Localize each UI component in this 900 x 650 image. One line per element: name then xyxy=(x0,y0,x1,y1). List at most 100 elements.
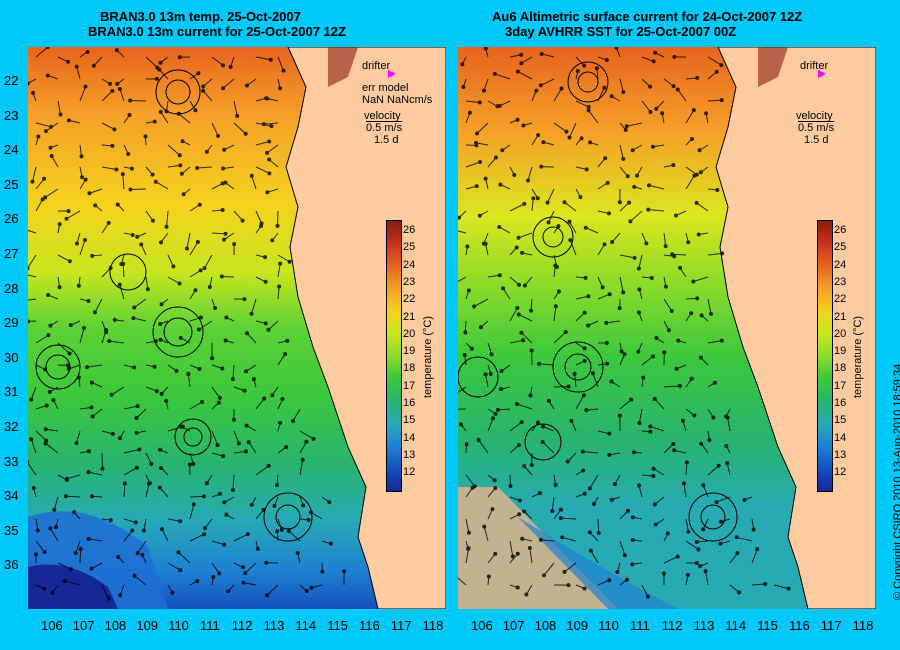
current-arrowhead xyxy=(714,500,719,505)
current-arrowhead xyxy=(220,208,225,213)
current-arrowhead xyxy=(181,192,186,197)
left-title-line1: BRAN3.0 13m temp. 25-Oct-2007 xyxy=(100,9,301,24)
current-arrow xyxy=(751,583,766,586)
current-arrow xyxy=(255,465,269,476)
current-arrowhead xyxy=(612,482,617,487)
current-arrow xyxy=(136,408,147,419)
longitude-label: 118 xyxy=(852,618,874,633)
current-arrow xyxy=(619,78,624,93)
current-arrow xyxy=(35,178,45,190)
current-arrowhead xyxy=(87,191,92,196)
current-arrowhead xyxy=(486,574,491,579)
current-arrowhead xyxy=(646,183,651,188)
current-vectors xyxy=(458,47,791,599)
current-arrowhead xyxy=(222,500,227,505)
current-arrowhead xyxy=(193,108,198,113)
current-arrowhead xyxy=(223,338,228,343)
current-arrowhead xyxy=(493,411,498,416)
current-arrowhead xyxy=(604,320,609,325)
drifter-marker-icon xyxy=(388,70,396,78)
current-arrowhead xyxy=(737,590,742,595)
current-arrow xyxy=(707,298,712,314)
current-arrowhead xyxy=(150,218,155,223)
current-arrowhead xyxy=(160,527,165,532)
current-arrowhead xyxy=(65,363,70,368)
current-arrow xyxy=(483,526,489,542)
current-arrow xyxy=(101,584,110,599)
current-arrowhead xyxy=(231,417,236,422)
current-arrowhead xyxy=(121,261,126,266)
colorbar-tick: 15 xyxy=(403,414,416,427)
current-arrowhead xyxy=(112,127,117,132)
current-arrowhead xyxy=(697,148,702,153)
current-arrowhead xyxy=(609,94,614,99)
current-arrowhead xyxy=(580,449,585,454)
current-arrowhead xyxy=(230,487,235,492)
current-arrow xyxy=(729,552,738,564)
current-arrowhead xyxy=(712,380,717,385)
current-arrow xyxy=(28,274,37,278)
current-arrowhead xyxy=(587,530,592,535)
current-arrow xyxy=(31,166,37,182)
current-arrowhead xyxy=(279,527,284,532)
nan-label: NaN NaNcm/s xyxy=(362,94,433,106)
current-arrowhead xyxy=(579,136,584,141)
current-arrow xyxy=(663,298,673,312)
current-arrowhead xyxy=(499,369,504,374)
current-arrow xyxy=(187,373,191,388)
current-arrowhead xyxy=(648,110,653,115)
current-arrowhead xyxy=(137,447,142,452)
current-arrow xyxy=(702,485,709,498)
current-arrowhead xyxy=(698,170,703,175)
current-arrow xyxy=(277,286,280,300)
current-arrow xyxy=(685,540,699,550)
current-arrowhead xyxy=(223,231,228,236)
current-arrowhead xyxy=(42,176,47,181)
current-arrowhead xyxy=(610,240,615,245)
current-arrow xyxy=(726,462,731,476)
current-arrow xyxy=(251,298,257,314)
current-arrowhead xyxy=(515,551,520,556)
velocity-label: velocity xyxy=(364,110,401,122)
current-arrowhead xyxy=(583,225,588,230)
current-arrowhead xyxy=(519,61,524,66)
current-arrowhead xyxy=(78,547,83,552)
current-arrow xyxy=(268,320,279,331)
current-arrowhead xyxy=(106,596,111,601)
current-arrow xyxy=(542,441,555,454)
current-arrowhead xyxy=(285,338,290,343)
current-arrowhead xyxy=(541,140,546,145)
current-arrowhead xyxy=(195,165,200,170)
current-arrowhead xyxy=(481,88,486,93)
current-arrowhead xyxy=(226,589,231,594)
right-title-line1: Au6 Altimetric surface current for 24-Oc… xyxy=(492,9,803,24)
current-arrowhead xyxy=(74,441,79,446)
current-arrow xyxy=(588,110,599,124)
current-arrowhead xyxy=(607,452,612,457)
current-arrowhead xyxy=(715,188,720,193)
longitude-label: 108 xyxy=(104,618,127,633)
current-arrowhead xyxy=(605,180,610,185)
current-arrowhead xyxy=(301,503,306,508)
current-arrowhead xyxy=(213,306,218,311)
current-arrowhead xyxy=(67,351,72,356)
right-colorbar-label: temperature (°C) xyxy=(852,315,864,398)
current-arrowhead xyxy=(677,383,682,388)
current-arrowhead xyxy=(632,184,637,189)
current-arrowhead xyxy=(201,84,206,89)
current-arrowhead xyxy=(263,255,268,260)
longitude-label: 118 xyxy=(422,618,444,633)
current-arrow xyxy=(101,267,111,278)
current-arrowhead xyxy=(604,58,609,63)
current-arrowhead xyxy=(621,290,626,295)
current-arrowhead xyxy=(624,124,629,129)
current-arrowhead xyxy=(246,440,251,445)
current-arrowhead xyxy=(681,481,686,486)
current-arrowhead xyxy=(278,261,283,266)
current-arrowhead xyxy=(586,294,591,299)
colorbar-tick: 16 xyxy=(834,397,847,409)
current-arrowhead xyxy=(131,316,136,321)
current-arrowhead xyxy=(62,579,67,584)
current-arrowhead xyxy=(153,179,158,184)
current-arrowhead xyxy=(83,84,88,89)
